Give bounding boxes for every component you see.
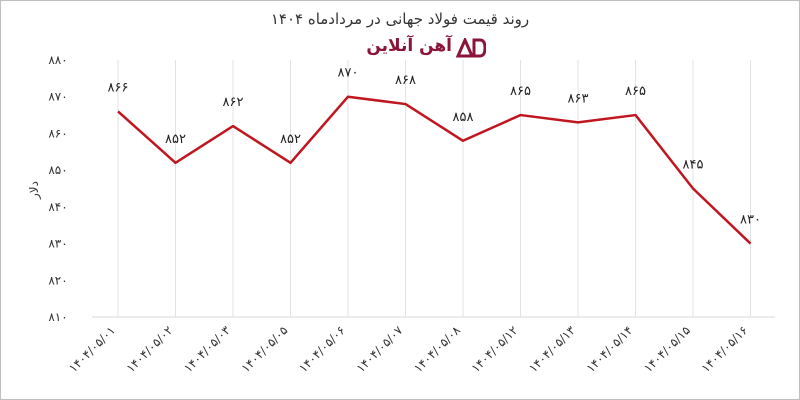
x-tick-label: ۱۴۰۴/۰۵/۱۵ <box>641 323 693 375</box>
y-tick-label: ۸۴۰ <box>48 200 67 214</box>
y-axis-label: دلار <box>27 181 42 200</box>
x-tick-label: ۱۴۰۴/۰۵/۰۶ <box>296 323 348 375</box>
x-tick-label: ۱۴۰۴/۰۵/۰۲ <box>124 323 176 375</box>
x-tick-label: ۱۴۰۴/۰۵/۰۷ <box>354 323 406 375</box>
data-label: ۸۵۲ <box>165 132 186 147</box>
x-tick-label: ۱۴۰۴/۰۵/۰۱ <box>66 323 118 375</box>
data-label: ۸۶۶ <box>108 80 129 95</box>
y-tick-label: ۸۲۰ <box>48 273 67 287</box>
y-tick-label: ۸۷۰ <box>48 90 67 104</box>
data-label: ۸۵۲ <box>280 132 301 147</box>
data-label: ۸۶۸ <box>395 73 416 88</box>
brand-mark-icon <box>456 38 486 58</box>
chart-title: روند قیمت فولاد جهانی در مردادماه ۱۴۰۴ <box>270 10 530 28</box>
y-tick-label: ۸۳۰ <box>48 237 67 251</box>
y-tick-label: ۸۱۰ <box>48 310 67 324</box>
x-tick-label: ۱۴۰۴/۰۵/۱۳ <box>526 323 578 375</box>
x-tick-label: ۱۴۰۴/۰۵/۱۴ <box>584 323 636 375</box>
grid-lines <box>117 60 751 317</box>
brand-name: آهن آنلاین <box>366 36 452 56</box>
x-tick-label: ۱۴۰۴/۰۵/۱۲ <box>469 323 521 375</box>
y-tick-labels: ۸۱۰ ۸۲۰ ۸۳۰ ۸۴۰ ۸۵۰ ۸۶۰ ۸۷۰ ۸۸۰ <box>48 53 67 324</box>
x-tick-label: ۱۴۰۴/۰۵/۱۶ <box>699 323 751 375</box>
data-label: ۸۳۰ <box>740 213 761 228</box>
data-labels: ۸۶۶ ۸۵۲ ۸۶۲ ۸۵۲ ۸۷۰ ۸۶۸ ۸۵۸ ۸۶۵ ۸۶۳ ۸۶۵ ۸۴۵ ۸۳۰ <box>108 66 761 228</box>
y-tick-label: ۸۵۰ <box>48 163 67 177</box>
x-tick-label: ۱۴۰۴/۰۵/۰۵ <box>239 323 291 375</box>
data-label: ۸۷۰ <box>338 66 359 81</box>
data-label: ۸۵۸ <box>453 110 474 125</box>
x-tick-label: ۱۴۰۴/۰۵/۰۸ <box>411 323 463 375</box>
y-tick-label: ۸۸۰ <box>48 53 67 67</box>
data-label: ۸۶۵ <box>510 84 531 99</box>
brand-logo: آهن آنلاین <box>340 36 490 60</box>
data-label: ۸۴۵ <box>683 158 704 173</box>
data-label: ۸۶۲ <box>223 95 244 110</box>
data-label: ۸۶۵ <box>625 84 646 99</box>
data-label: ۸۶۳ <box>568 91 589 106</box>
x-tick-labels: ۱۴۰۴/۰۵/۰۱ ۱۴۰۴/۰۵/۰۲ ۱۴۰۴/۰۵/۰۳ ۱۴۰۴/۰۵/۰۵… <box>66 323 751 375</box>
y-tick-label: ۸۶۰ <box>48 126 67 140</box>
series-line <box>117 95 752 245</box>
x-tick-label: ۱۴۰۴/۰۵/۰۳ <box>181 323 233 375</box>
